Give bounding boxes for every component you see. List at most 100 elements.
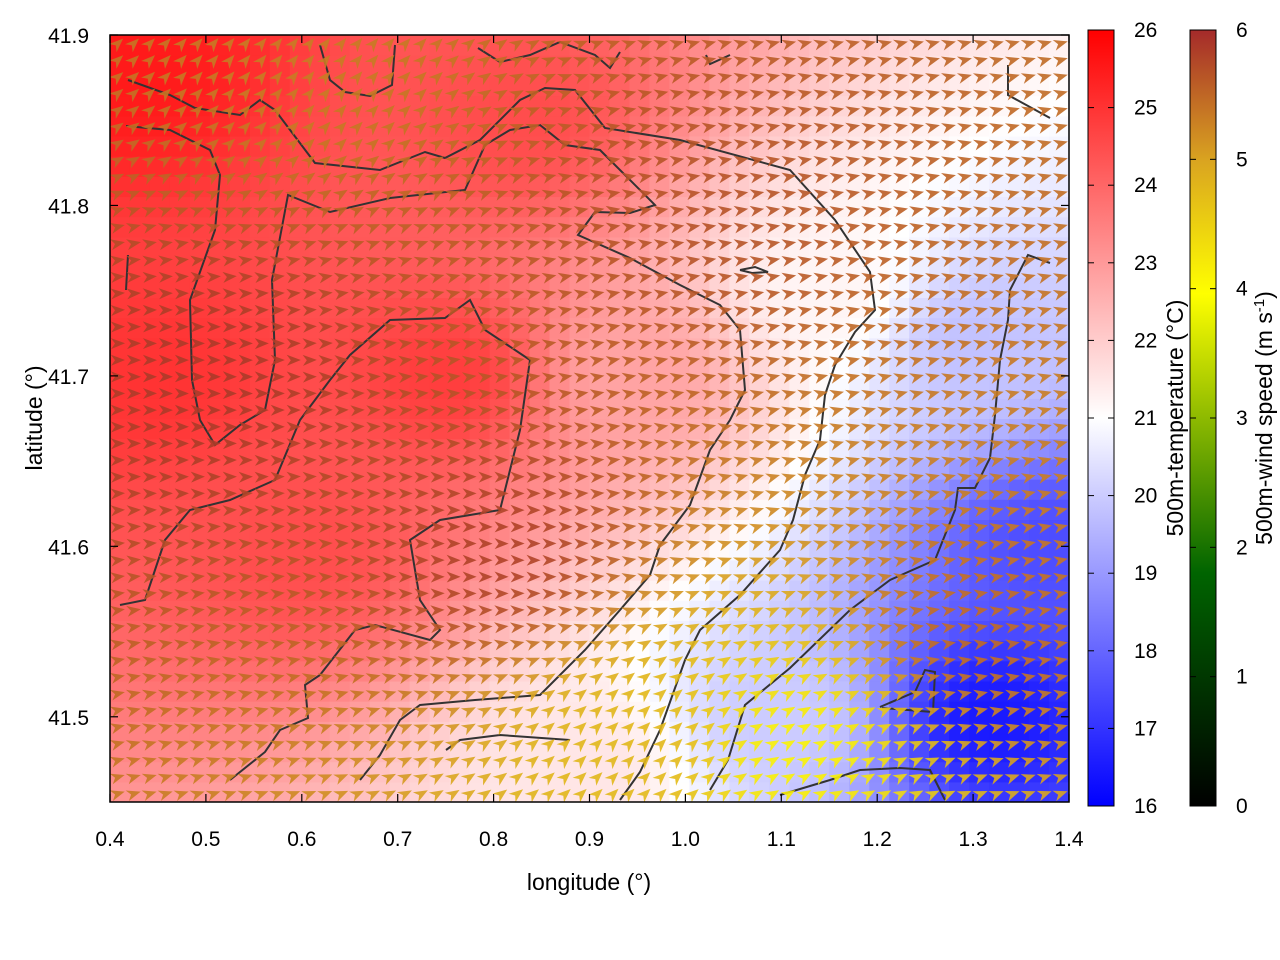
wind-arrow: [957, 223, 972, 234]
temperature-cell: [949, 95, 970, 117]
wind-arrow: [621, 539, 637, 551]
wind-arrow: [126, 371, 141, 383]
wind-arrow: [988, 340, 1004, 351]
wind-arrow: [221, 706, 237, 718]
temperature-cell: [909, 418, 930, 440]
wind-arrow: [925, 289, 940, 301]
wind-arrow: [332, 121, 347, 136]
temperature-cell: [769, 499, 790, 521]
wind-arrow: [589, 256, 605, 267]
temperature-cell: [229, 600, 251, 621]
wind-arrow: [350, 421, 365, 433]
wind-arrow: [462, 405, 477, 417]
wind-arrow: [733, 222, 749, 234]
wind-arrow: [637, 506, 653, 517]
temperature-cell: [809, 741, 830, 763]
wind-arrow: [302, 438, 317, 450]
wind-arrow: [844, 773, 860, 786]
wind-arrow: [845, 239, 861, 251]
wind-arrow: [668, 656, 684, 669]
wind-arrow: [1053, 673, 1068, 684]
wind-arrow: [829, 39, 844, 51]
wind-arrow: [382, 355, 397, 367]
wind-arrow: [270, 305, 285, 316]
wind-arrow: [748, 673, 764, 686]
temperature-cell: [469, 95, 491, 117]
wind-arrow: [748, 723, 764, 736]
wind-arrow: [957, 323, 972, 334]
wind-arrow: [893, 206, 908, 217]
temperature-cell: [749, 579, 770, 601]
wind-arrow: [636, 788, 651, 802]
wind-arrow: [925, 622, 940, 634]
wind-arrow: [173, 122, 188, 136]
wind-arrow: [828, 657, 844, 669]
wind-arrow: [526, 571, 541, 583]
wind-arrow: [861, 306, 876, 318]
wind-arrow: [142, 404, 157, 416]
wind-arrow: [956, 757, 972, 768]
wind-arrow: [269, 706, 285, 718]
wind-arrow: [541, 405, 557, 417]
temperature-cell: [169, 640, 191, 662]
wind-arrow: [796, 607, 812, 618]
wind-arrow: [925, 639, 940, 651]
wind-arrow: [141, 105, 156, 119]
temperature-cell: [389, 196, 411, 218]
temperature-cell: [369, 781, 391, 802]
wind-arrow: [605, 488, 621, 500]
wind-arrow: [845, 222, 861, 234]
temperature-cell: [989, 135, 1010, 157]
wind-arrow: [1004, 289, 1020, 301]
wind-arrow: [733, 473, 749, 484]
wind-arrow: [1004, 723, 1020, 735]
wind-arrow: [334, 622, 349, 634]
wind-arrow: [1052, 456, 1068, 468]
wind-arrow: [142, 589, 157, 600]
wind-arrow: [350, 555, 365, 567]
wind-arrow: [941, 440, 956, 451]
wind-arrow: [845, 89, 860, 101]
wind-arrow: [174, 271, 189, 283]
x-tick-label: 1.4: [1054, 828, 1084, 851]
wind-arrow: [876, 790, 892, 802]
wind-arrow: [845, 73, 860, 84]
temperature-cell: [529, 680, 551, 702]
temperature-cell: [969, 458, 990, 480]
wind-arrow: [653, 172, 669, 184]
wind-arrow: [829, 306, 845, 317]
wind-arrow: [558, 521, 573, 533]
wind-arrow: [493, 674, 509, 685]
wind-arrow: [380, 88, 395, 103]
wind-arrow: [877, 39, 892, 51]
wind-arrow: [669, 557, 685, 568]
wind-arrow: [829, 189, 845, 201]
temperature-cell: [149, 761, 171, 783]
wind-arrow: [637, 439, 653, 451]
temperature-cell: [469, 35, 491, 56]
wind-arrow: [892, 707, 908, 718]
temperature-cell: [1049, 196, 1069, 218]
wind-arrow: [701, 289, 717, 301]
wind-arrow: [333, 707, 349, 718]
temperature-cell: [169, 539, 191, 561]
wind-arrow: [764, 557, 780, 568]
wind-arrow: [333, 639, 349, 651]
wind-arrow: [270, 505, 285, 517]
wind-arrow: [301, 723, 317, 735]
wind-arrow: [636, 755, 651, 770]
wind-arrow: [380, 54, 395, 69]
wind-arrow: [590, 522, 605, 533]
wind-arrow: [253, 690, 269, 701]
wind-arrow: [557, 322, 573, 334]
wind-arrow: [462, 605, 477, 617]
wind-arrow: [957, 523, 972, 534]
wind-arrow: [1005, 606, 1020, 617]
wind-arrow: [428, 740, 444, 752]
wind-arrow: [126, 471, 141, 483]
wind-arrow: [317, 272, 333, 284]
wind-arrow: [302, 288, 317, 300]
temperature-cell: [369, 216, 391, 238]
temperature-cell: [809, 257, 830, 278]
temperature-cell: [929, 741, 950, 763]
